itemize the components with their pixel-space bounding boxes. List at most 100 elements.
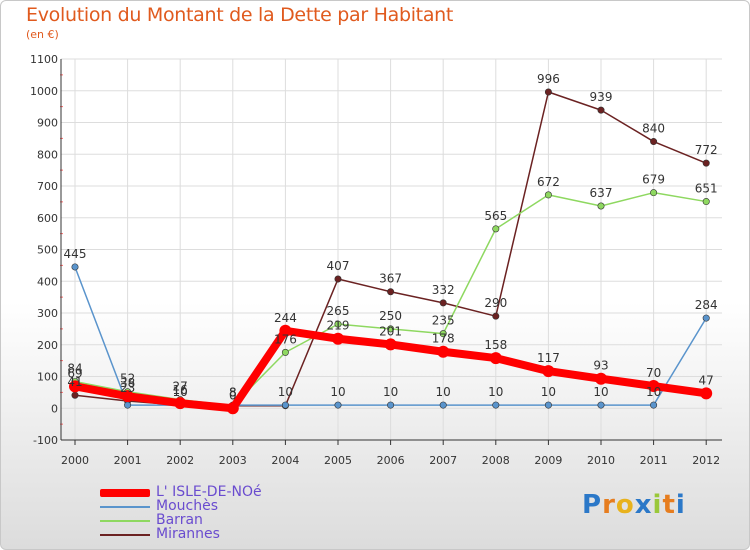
data-label-mouch-s: 10	[436, 385, 451, 399]
x-tick-label: 2010	[587, 454, 615, 467]
data-label-barran: 565	[484, 209, 507, 223]
data-point-l-isle-de-no	[332, 332, 344, 345]
data-label-mouch-s: 10	[330, 385, 345, 399]
legend-swatch-mouches	[100, 506, 150, 508]
data-point-mouch-s	[702, 314, 710, 322]
data-label-l-isle-de-no: 47	[699, 373, 714, 387]
data-label-barran: 52	[120, 372, 135, 386]
data-point-l-isle-de-no	[69, 380, 81, 393]
data-label-mirannes: 367	[379, 272, 402, 286]
data-point-mirannes	[650, 138, 658, 146]
data-label-mirannes: 8	[229, 386, 237, 400]
data-label-mirannes: 772	[695, 143, 718, 157]
y-tick-label: 200	[37, 339, 58, 352]
data-label-mirannes: 10	[173, 385, 188, 399]
data-label-mouch-s: 10	[541, 385, 556, 399]
data-point-l-isle-de-no	[542, 365, 555, 378]
data-point-barran	[702, 198, 710, 206]
data-point-mouch-s	[124, 401, 132, 409]
data-point-barran	[597, 202, 605, 210]
x-tick-label: 2003	[219, 454, 247, 467]
y-tick-label: 800	[37, 148, 58, 161]
y-tick-label: 0	[51, 402, 58, 415]
data-label-mouch-s: 10	[383, 385, 398, 399]
data-label-mouch-s: 10	[488, 385, 503, 399]
x-tick-label: 2006	[377, 454, 405, 467]
proxiti-logo: Proxiti	[582, 490, 686, 520]
data-label-mirannes: 23	[120, 381, 135, 395]
data-label-l-isle-de-no: 0	[229, 388, 237, 402]
y-tick-label: 400	[37, 275, 58, 288]
data-label-l-isle-de-no: 178	[432, 332, 455, 346]
y-tick-label: 100	[37, 371, 58, 384]
data-point-l-isle-de-no	[595, 372, 607, 385]
data-label-l-isle-de-no: 38	[120, 376, 135, 390]
data-label-mouch-s: 10	[278, 385, 293, 399]
legend-swatch-barran	[100, 520, 150, 522]
data-point-barran	[387, 325, 395, 333]
data-label-barran: 265	[327, 304, 350, 318]
data-label-mirannes: 407	[327, 259, 350, 273]
y-tick-label: 700	[37, 180, 58, 193]
x-tick-label: 2004	[271, 454, 299, 467]
data-label-barran: 84	[67, 362, 82, 376]
y-tick-label: 300	[37, 307, 58, 320]
data-label-mirannes: 290	[484, 296, 507, 310]
data-label-barran: 27	[173, 380, 188, 394]
data-point-barran	[492, 225, 500, 233]
data-label-l-isle-de-no: 219	[327, 319, 350, 333]
data-point-mirannes	[702, 159, 710, 167]
y-tick-label: 500	[37, 244, 58, 257]
y-tick-label: -100	[33, 434, 58, 447]
data-point-barran	[439, 330, 447, 338]
data-point-l-isle-de-no	[700, 387, 713, 400]
chart-subtitle: (en €)	[26, 28, 59, 41]
y-tick-label: 1000	[30, 85, 58, 98]
data-point-mouch-s	[281, 401, 289, 409]
data-label-barran: 651	[695, 182, 718, 196]
chart-title: Evolution du Montant de la Dette par Hab…	[26, 4, 454, 26]
data-point-l-isle-de-no	[384, 338, 397, 351]
x-tick-label: 2008	[482, 454, 510, 467]
x-tick-label: 2001	[114, 454, 142, 467]
data-point-mirannes	[544, 88, 552, 96]
data-point-mirannes	[71, 391, 79, 399]
data-point-mouch-s	[492, 401, 500, 409]
x-tick-label: 2012	[692, 454, 720, 467]
data-point-mouch-s	[544, 401, 552, 409]
data-label-mouch-s: 10	[646, 385, 661, 399]
data-label-l-isle-de-no: 69	[67, 366, 82, 380]
data-label-mirannes: 939	[590, 90, 613, 104]
data-point-l-isle-de-no	[489, 352, 502, 365]
data-label-barran: 8	[229, 386, 237, 400]
data-point-mirannes	[597, 106, 605, 114]
data-point-mouch-s	[387, 401, 395, 409]
data-point-l-isle-de-no	[437, 345, 450, 358]
data-point-l-isle-de-no	[226, 402, 239, 415]
data-point-mirannes	[492, 312, 500, 320]
data-label-barran: 176	[274, 332, 297, 346]
legend-label: Mouchès	[156, 498, 218, 514]
data-label-barran: 672	[537, 175, 560, 189]
logo-letter: o	[615, 490, 635, 520]
logo-letter: r	[602, 490, 616, 520]
data-label-l-isle-de-no: 244	[274, 311, 297, 325]
data-point-barran	[281, 348, 289, 356]
x-tick-label: 2009	[534, 454, 562, 467]
x-tick-label: 2000	[61, 454, 89, 467]
data-label-l-isle-de-no: 16	[173, 383, 188, 397]
data-label-l-isle-de-no: 93	[593, 359, 608, 373]
data-point-mirannes	[334, 275, 342, 283]
logo-letter: i	[652, 490, 663, 520]
x-tick-label: 2007	[429, 454, 457, 467]
data-point-l-isle-de-no	[174, 397, 187, 410]
data-point-barran	[544, 191, 552, 199]
data-label-mouch-s: 284	[695, 298, 718, 312]
legend-swatch-isle-de-noe	[100, 489, 150, 497]
x-tick-label: 2002	[166, 454, 194, 467]
logo-letter: P	[582, 490, 603, 520]
data-point-l-isle-de-no	[647, 380, 660, 393]
logo-letter: t	[662, 490, 676, 520]
